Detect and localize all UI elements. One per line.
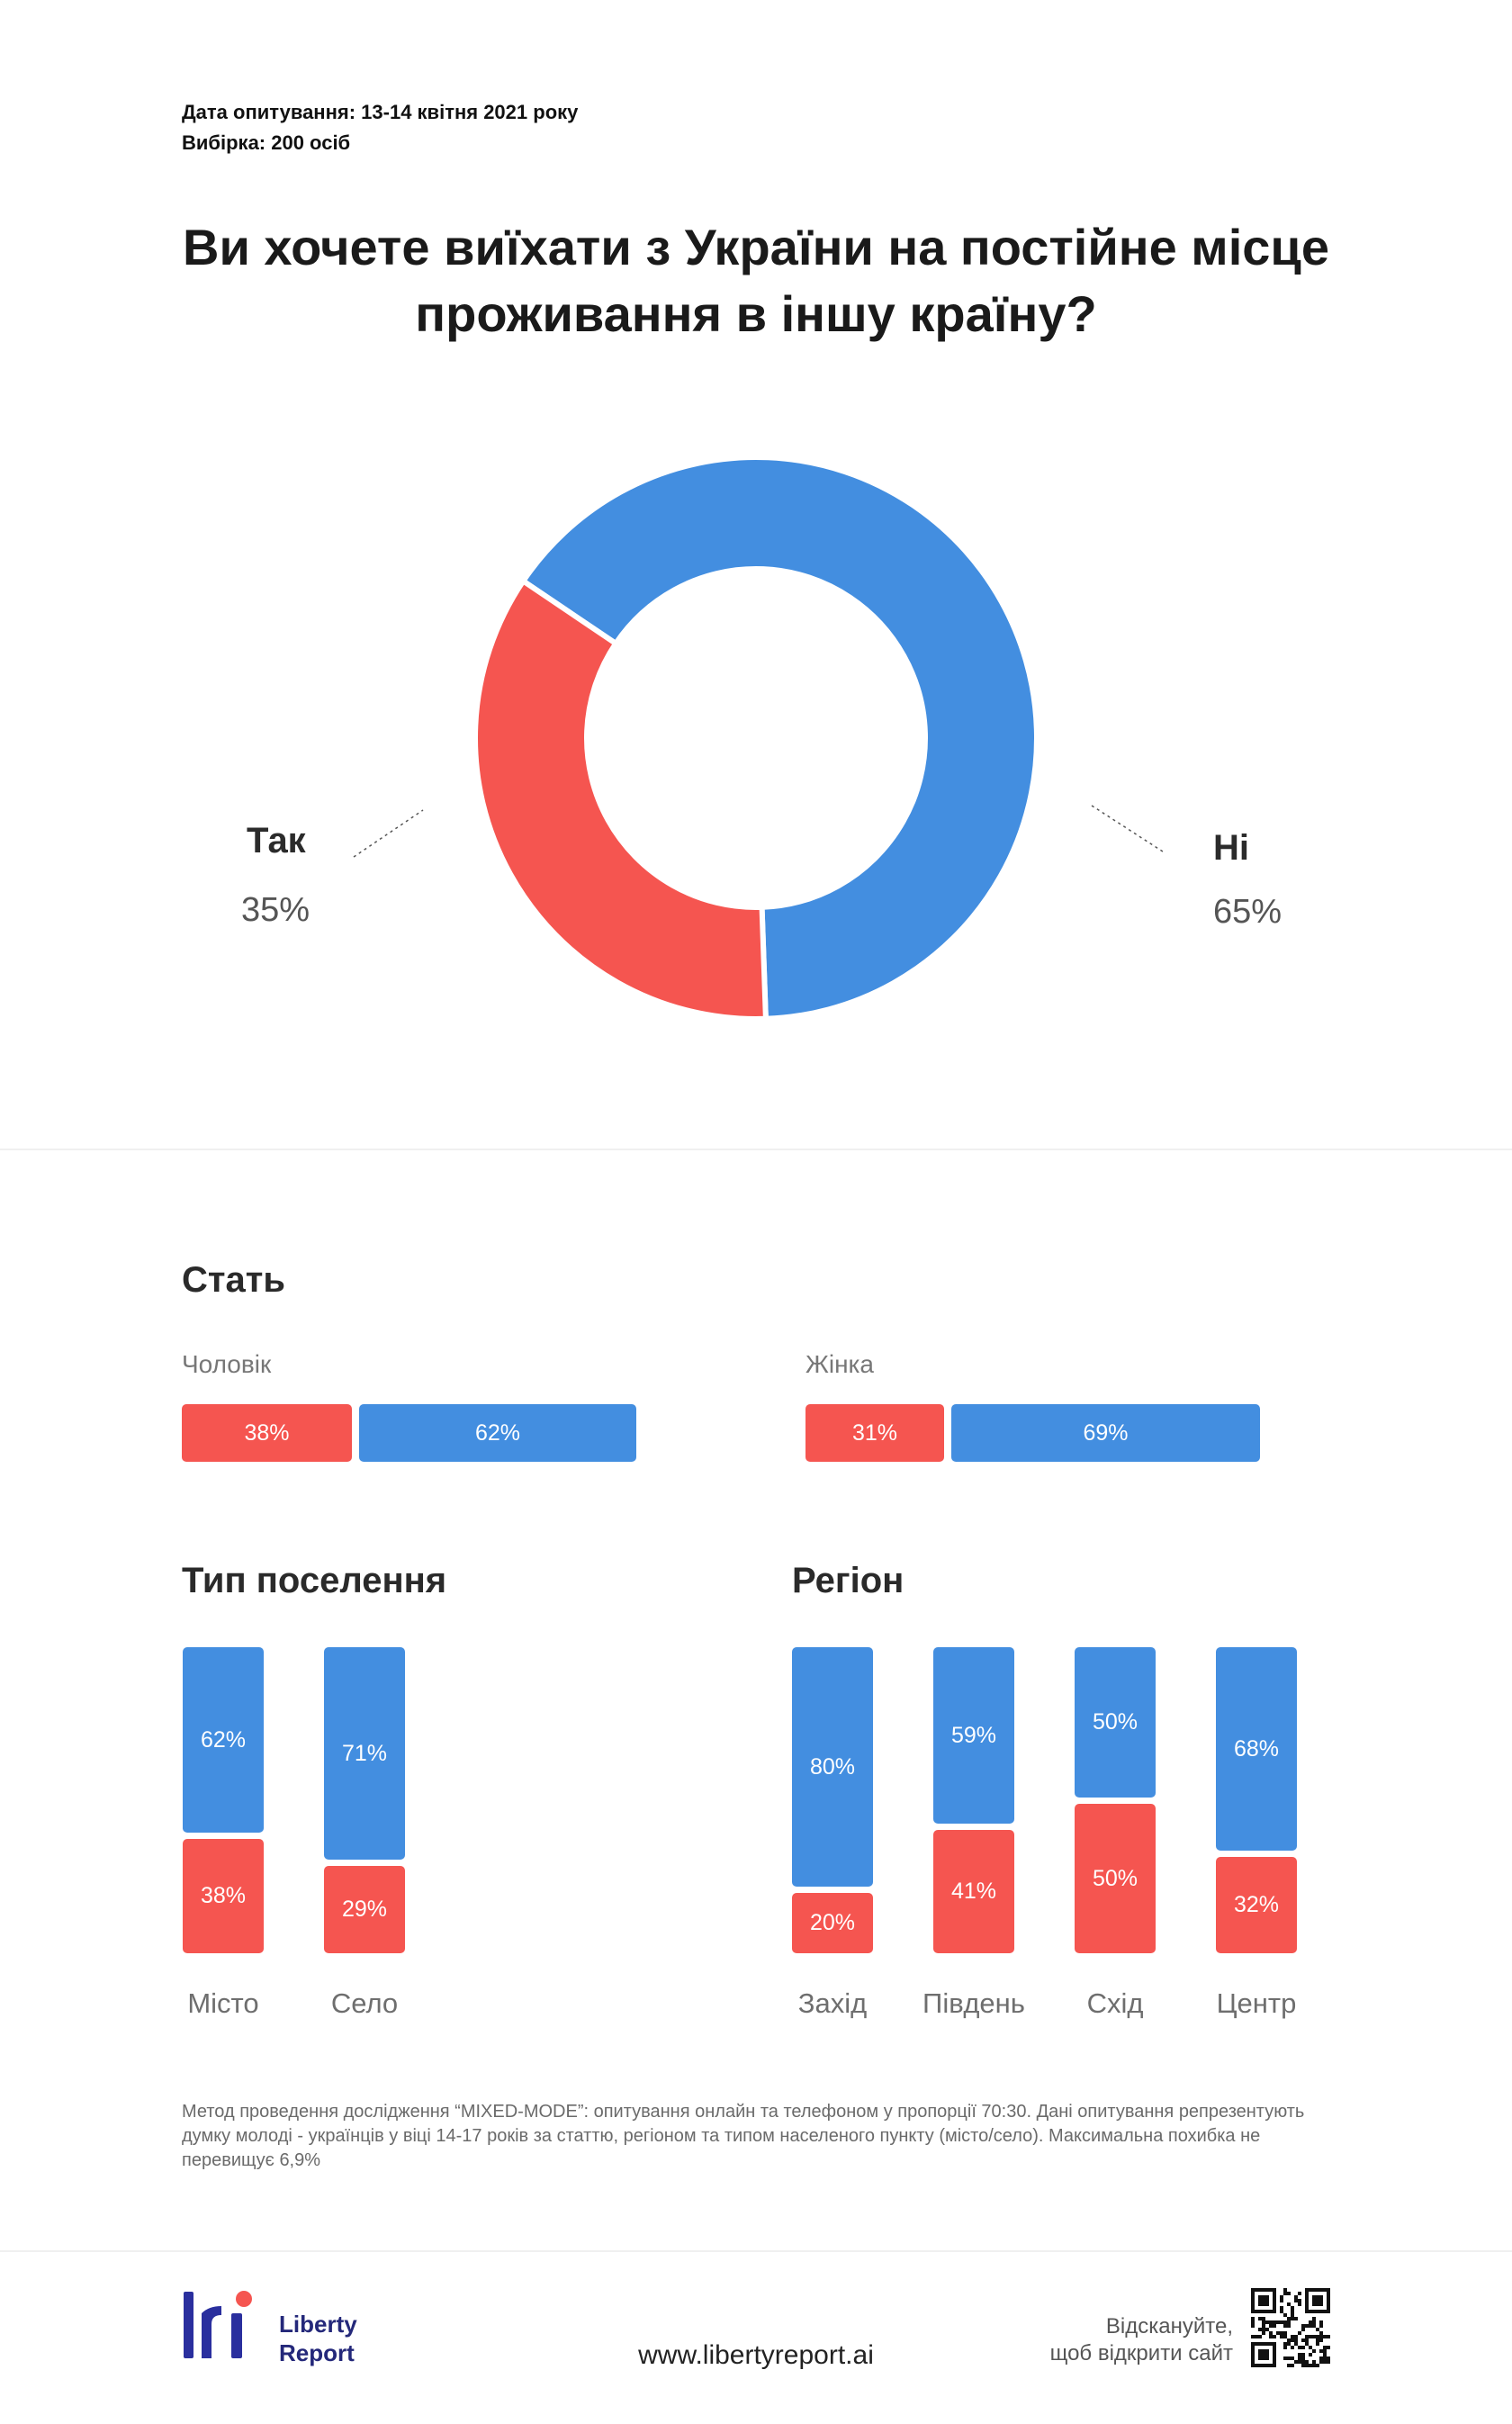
region-category-label-2: Схід <box>1086 1987 1144 2019</box>
region-bar-0-yes: 20% <box>792 1893 873 1953</box>
settlement-section-title: Тип поселення <box>182 1561 447 1600</box>
footer-divider <box>0 2250 1512 2252</box>
region-category-label-3: Центр <box>1216 1987 1297 2019</box>
logo-text[interactable]: Liberty Report <box>279 2310 357 2367</box>
page-title: Ви хочете виїхати з України на постійне … <box>183 219 1329 342</box>
logo-text-line2: Report <box>279 2339 355 2366</box>
settlement-bar-0-yes: 38% <box>183 1839 264 1953</box>
survey-date: Дата опитування: 13-14 квітня 2021 року <box>182 101 579 123</box>
region-bar-0-no: 80% <box>792 1647 873 1887</box>
settlement-category-label-1: Село <box>330 1987 399 2019</box>
region-category-label-0: Захід <box>797 1987 868 2019</box>
leader-line-no <box>1091 805 1166 854</box>
donut-slice-yes <box>472 577 769 1022</box>
region-category-label-1: Південь <box>922 1987 1025 2019</box>
section-divider <box>0 1149 1512 1150</box>
gender-label-male: Чоловік <box>182 1350 272 1378</box>
gender-section-title: Стать <box>182 1260 285 1300</box>
liberty-report-logo-icon <box>184 2291 252 2358</box>
donut-slice-no <box>519 455 1040 1022</box>
settlement-bar-1-yes: 29% <box>324 1866 405 1953</box>
gender-bar-female-no: 69% <box>951 1404 1260 1462</box>
region-bar-1-yes: 41% <box>933 1830 1014 1953</box>
donut-label-no: Ні <box>1213 828 1249 868</box>
methodology-footnote: Метод проведення дослідження “MIXED-MODE… <box>182 2102 1305 2170</box>
scan-line-2: щоб відкрити сайт <box>1049 2341 1233 2365</box>
website-link[interactable]: www.libertyreport.ai <box>638 2340 874 2370</box>
settlement-bar-1-no: 71% <box>324 1647 405 1860</box>
settlement-bar-0-no: 62% <box>183 1647 264 1833</box>
gender-bar-male-yes: 38% <box>182 1404 352 1462</box>
donut-label-yes: Так <box>247 821 306 861</box>
region-bar-2-no: 50% <box>1075 1647 1156 1798</box>
gender-bar-female-yes: 31% <box>806 1404 944 1462</box>
region-bar-1-no: 59% <box>933 1647 1014 1824</box>
region-bar-3-yes: 32% <box>1216 1857 1297 1953</box>
gender-bar-male-no: 62% <box>359 1404 636 1462</box>
donut-chart <box>353 455 1166 1022</box>
donut-value-no: 65% <box>1213 893 1282 931</box>
leader-line-yes <box>353 809 424 858</box>
logo-text-line1: Liberty <box>279 2311 357 2338</box>
qr-code-icon[interactable] <box>1251 2288 1330 2367</box>
settlement-category-label-0: Місто <box>187 1987 259 2019</box>
region-section-title: Регіон <box>792 1561 904 1600</box>
donut-value-yes: 35% <box>241 891 310 929</box>
scan-instruction: Відскануйте, щоб відкрити сайт <box>972 2313 1233 2367</box>
gender-label-female: Жінка <box>806 1350 874 1378</box>
region-bar-2-yes: 50% <box>1075 1804 1156 1953</box>
scan-line-1: Відскануйте, <box>1105 2314 1233 2338</box>
sample-size: Вибірка: 200 осіб <box>182 131 351 154</box>
region-bar-3-no: 68% <box>1216 1647 1297 1851</box>
